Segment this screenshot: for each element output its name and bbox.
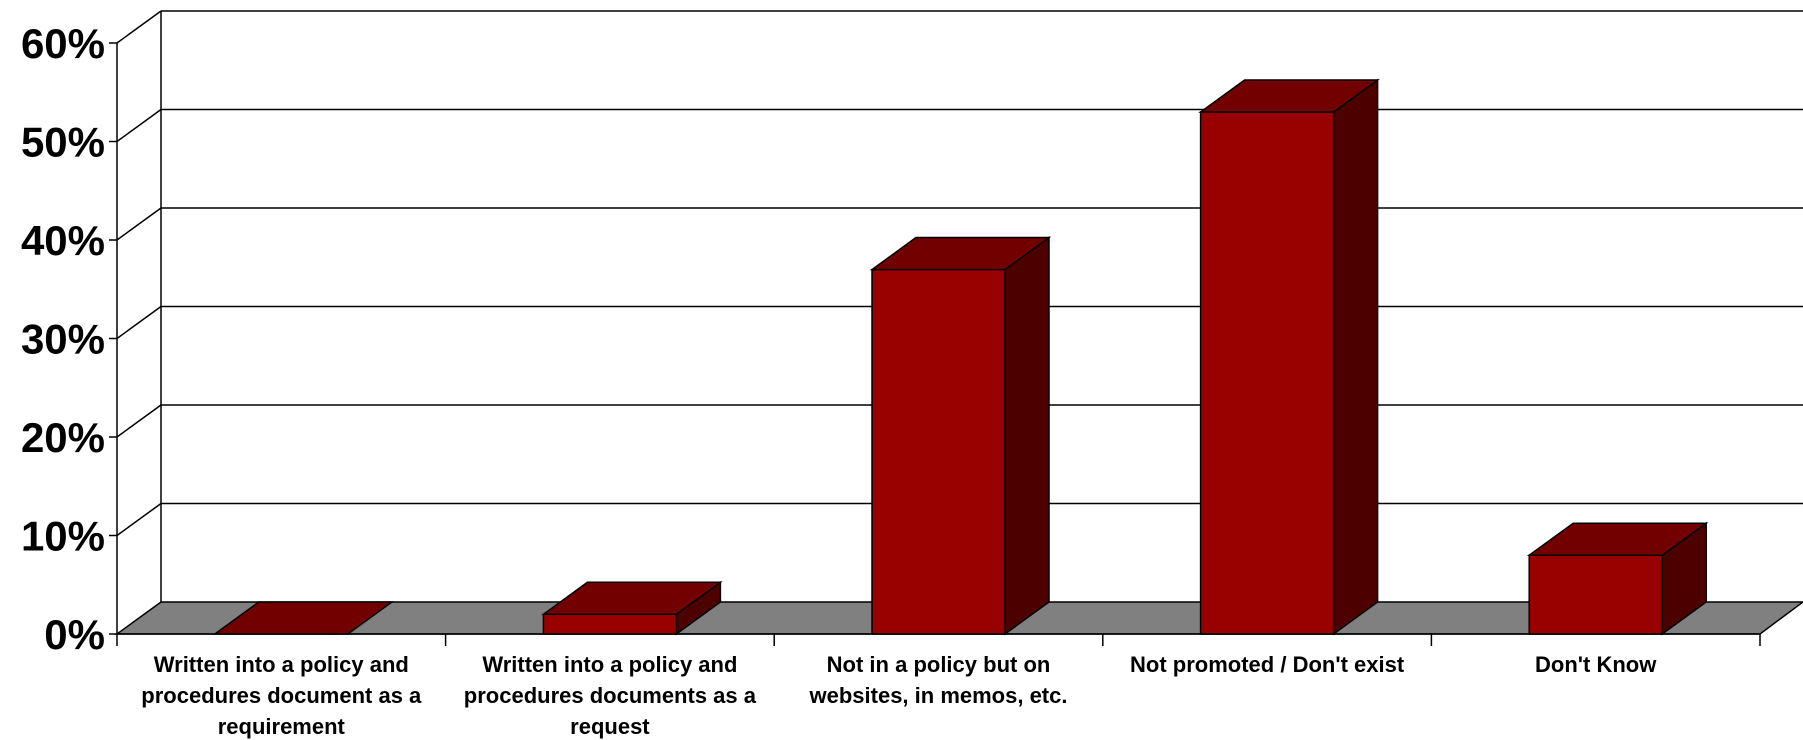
y-tick-label: 50%: [21, 119, 105, 166]
bars: [212, 78, 1709, 636]
x-tick-label: Not promoted / Don't exist: [1130, 652, 1405, 677]
gridline-side: [116, 207, 162, 241]
gridlines: [116, 10, 1803, 537]
gridline-side: [116, 404, 162, 438]
y-tick-label: 30%: [21, 316, 105, 363]
x-tick-labels: Written into a policy and procedures docu…: [141, 652, 1657, 739]
bar-top: [212, 601, 395, 635]
x-tick-label-line: request: [570, 714, 650, 739]
bar-side: [1332, 78, 1379, 636]
bar-top: [1198, 79, 1380, 113]
bar: [212, 601, 395, 635]
y-tick-label: 40%: [21, 217, 105, 264]
x-tick-label: Don't Know: [1535, 652, 1657, 677]
bar-side: [1004, 236, 1050, 636]
y-tick-label: 20%: [21, 414, 105, 461]
y-tick-label: 60%: [21, 20, 105, 67]
y-tick-label: 10%: [21, 513, 105, 560]
x-tick-label: Written into a policy and procedures docu…: [464, 652, 757, 739]
bar: [1526, 521, 1709, 636]
gridline-side: [116, 305, 162, 340]
y-tick-label: 0%: [44, 611, 105, 658]
x-tick-label-line: procedures document as a: [141, 683, 422, 708]
x-tick-label-line: Not in a policy but on: [827, 652, 1051, 677]
y-tick-labels: 0% 10% 20% 30% 40% 50% 60%: [21, 20, 105, 658]
bar: [869, 236, 1052, 636]
gridline-side: [116, 108, 162, 143]
gridline-side: [116, 502, 162, 537]
bar-front: [1528, 554, 1663, 635]
bar: [1198, 78, 1380, 636]
x-tick-label-line: Don't Know: [1535, 652, 1657, 677]
x-tick-label-line: Written into a policy and: [482, 652, 737, 677]
x-tick-label-line: requirement: [218, 714, 346, 739]
x-tick-label-line: websites, in memos, etc.: [809, 683, 1068, 708]
bar-front: [1199, 111, 1335, 635]
x-tick-label-line: procedures documents as a: [464, 683, 757, 708]
x-tick-label: Written into a policy and procedures docu…: [141, 652, 422, 739]
bar-top: [541, 581, 723, 616]
bar-front: [542, 613, 678, 635]
bar-front: [871, 268, 1006, 635]
x-tick-label: Not in a policy but on websites, in memos…: [809, 652, 1068, 708]
x-tick-label-line: Not promoted / Don't exist: [1130, 652, 1405, 677]
bar-top: [1526, 522, 1709, 556]
bar-top: [869, 236, 1052, 271]
bar: [541, 580, 723, 636]
x-tick-label-line: Written into a policy and: [154, 652, 409, 677]
gridline-side: [116, 10, 162, 44]
